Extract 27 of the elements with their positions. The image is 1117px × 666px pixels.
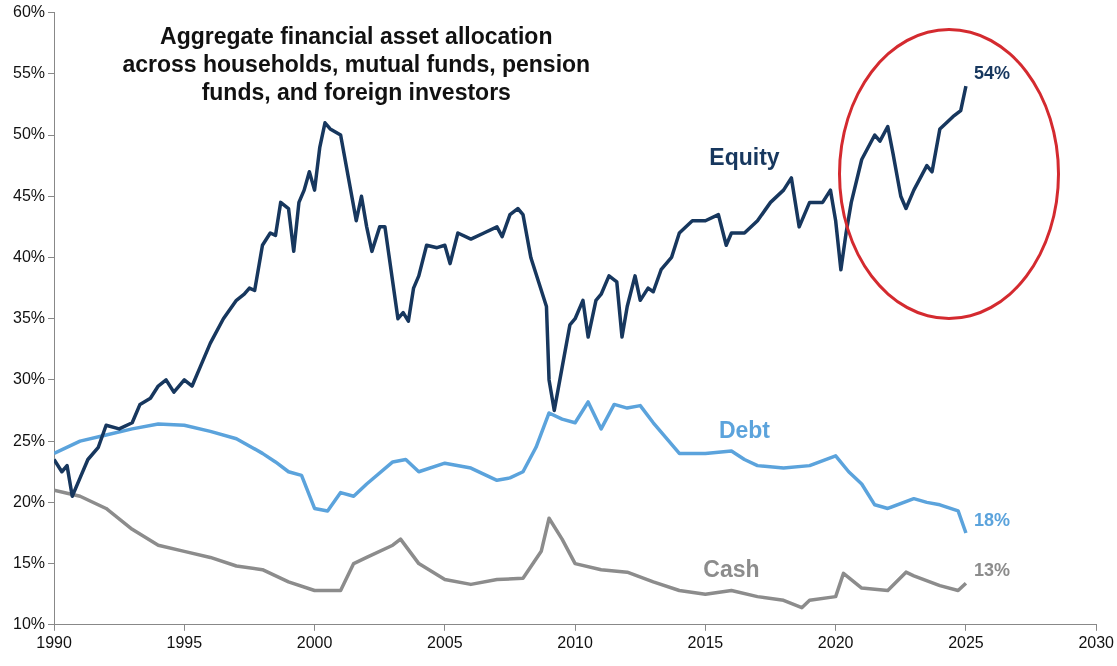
x-tick-label: 1990 <box>36 633 72 651</box>
y-tick-label: 30% <box>12 370 46 388</box>
y-tick-label: 45% <box>12 186 46 204</box>
series-label: Cash <box>703 556 760 583</box>
series-label: Debt <box>718 416 771 443</box>
data-label: 18% <box>973 509 1010 530</box>
y-tick-label: 15% <box>12 553 46 571</box>
y-tick-label: 50% <box>12 125 46 143</box>
y-tick-label: 40% <box>12 247 46 265</box>
data-label: 13% <box>973 560 1010 581</box>
y-tick-label: 20% <box>12 492 46 510</box>
x-tick-label: 2030 <box>1078 633 1115 651</box>
x-tick-label: 2025 <box>948 633 984 651</box>
y-tick-label: 25% <box>12 431 46 449</box>
data-label: 54% <box>973 63 1010 84</box>
y-tick-label: 35% <box>12 309 46 327</box>
x-tick-label: 2015 <box>687 633 724 651</box>
x-tick-label: 2005 <box>427 633 463 651</box>
text: Aggregate financial asset allocation across households, mutual funds, pension funds, and foreign investors <box>122 23 591 106</box>
series-label: Equity <box>709 143 780 170</box>
x-tick-label: 2010 <box>557 633 594 651</box>
x-tick-label: 1995 <box>166 633 203 651</box>
y-tick-label: 60% <box>12 3 46 21</box>
x-tick-label: 2020 <box>817 633 854 651</box>
x-tick-label: 2000 <box>296 633 333 651</box>
y-tick-label: 10% <box>12 615 46 633</box>
y-tick-label: 55% <box>12 64 46 82</box>
